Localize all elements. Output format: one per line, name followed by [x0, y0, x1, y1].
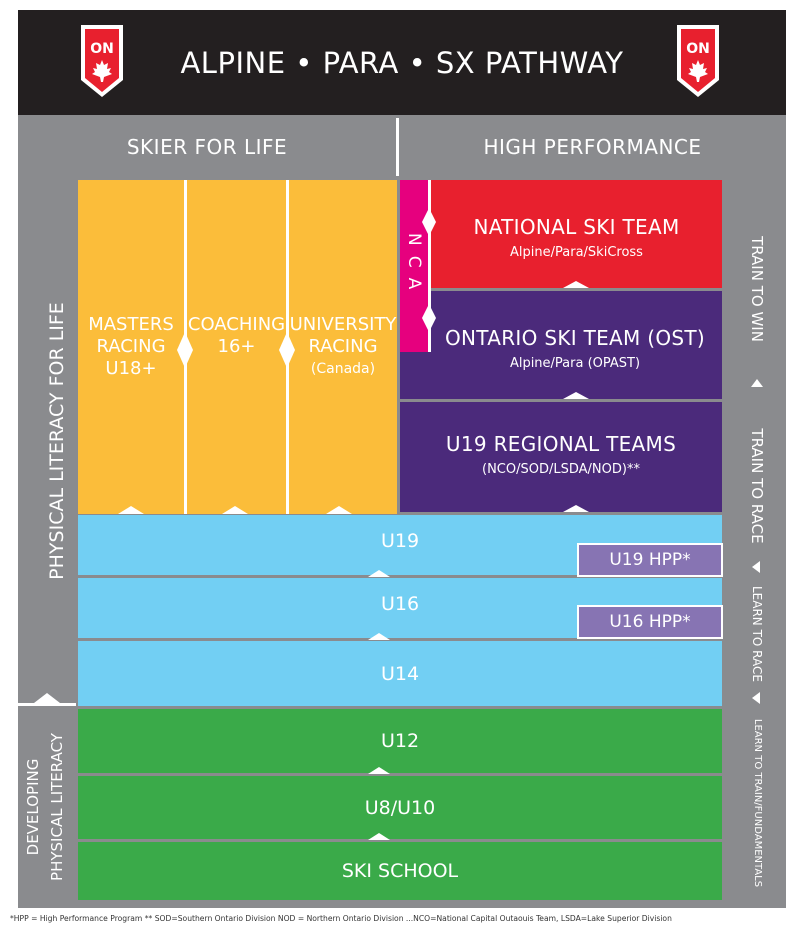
header-bar: ALPINE • PARA • SX PATHWAY ON ON [18, 10, 786, 115]
up-arrow-icon [118, 506, 144, 514]
up-arrow-icon [326, 506, 352, 514]
column-high-performance: HIGH PERFORMANCE [483, 135, 702, 159]
national-ski-team-sub: Alpine/Para/SkiCross [510, 245, 643, 260]
up-arrow-icon [368, 570, 390, 577]
svg-text:ON: ON [686, 41, 710, 57]
physical-literacy-for-life-label: PHYSICAL LITERACY FOR LIFE [46, 302, 68, 580]
ontario-logo-icon: ON [78, 22, 126, 100]
u19-regional-title: U19 REGIONAL TEAMS [445, 432, 677, 456]
left-divider [18, 703, 76, 706]
up-arrow-icon [368, 833, 390, 840]
learn-to-train-label: LEARN TO TRAIN/FUNDAMENTALS [752, 718, 763, 888]
masters-racing-block: MASTERS RACING U18+ [78, 180, 184, 514]
column-skier-for-life: SKIER FOR LIFE [126, 135, 288, 159]
link-diamond-icon [279, 332, 295, 368]
ontario-ski-team-title: ONTARIO SKI TEAM (OST) [444, 326, 706, 350]
coaching-block: COACHING 16+ [187, 180, 286, 514]
learn-to-race-label: LEARN TO RACE [750, 585, 764, 682]
link-diamond-icon [177, 332, 193, 368]
national-ski-team-block: NATIONAL SKI TEAM Alpine/Para/SkiCross [431, 180, 722, 288]
ncaa-connector [428, 180, 431, 352]
svg-text:ON: ON [90, 41, 114, 57]
u8-u10-band: U8/U10 [78, 776, 722, 839]
ontario-ski-team-sub: Alpine/Para (OPAST) [509, 356, 641, 371]
link-diamond-icon [422, 208, 436, 236]
ontario-ski-team-block: ONTARIO SKI TEAM (OST) Alpine/Para (OPAS… [400, 291, 722, 399]
left-up-arrow-icon [34, 693, 60, 703]
developing-literacy-label-1: DEVELOPING [24, 758, 42, 856]
right-left-arrow-icon [752, 692, 760, 704]
train-to-race-label: TRAIN TO RACE [748, 428, 766, 544]
up-arrow-icon [563, 392, 589, 399]
up-arrow-icon [368, 633, 390, 640]
up-arrow-icon [222, 506, 248, 514]
u14-band: U14 [78, 641, 722, 706]
right-up-arrow-icon [751, 379, 763, 387]
u19-regional-sub: (NCO/SOD/LSDA/NOD)** [482, 462, 640, 477]
u12-band: U12 [78, 709, 722, 773]
link-diamond-icon [422, 304, 436, 332]
footnote: *HPP = High Performance Program ** SOD=S… [10, 914, 672, 923]
up-arrow-icon [368, 767, 390, 774]
pathway-title: ALPINE • PARA • SX PATHWAY [180, 45, 624, 80]
u16-hpp-badge: U16 HPP* [577, 605, 723, 639]
ncaa-label-lower [406, 292, 422, 352]
ski-school-band: SKI SCHOOL [78, 842, 722, 900]
ncaa-block-lower [400, 291, 428, 352]
column-divider [396, 118, 399, 176]
up-arrow-icon [563, 505, 589, 512]
u19-hpp-badge: U19 HPP* [577, 543, 723, 577]
ontario-logo-icon: ON [674, 22, 722, 100]
national-ski-team-title: NATIONAL SKI TEAM [473, 215, 680, 239]
u19-regional-teams-block: U19 REGIONAL TEAMS (NCO/SOD/LSDA/NOD)** [400, 402, 722, 512]
train-to-win-label: TRAIN TO WIN [748, 236, 766, 342]
developing-literacy-label-2: PHYSICAL LITERACY [48, 733, 66, 881]
up-arrow-icon [563, 281, 589, 288]
university-racing-block: UNIVERSITY RACING (Canada) [289, 180, 397, 514]
right-left-arrow-icon [752, 561, 760, 573]
